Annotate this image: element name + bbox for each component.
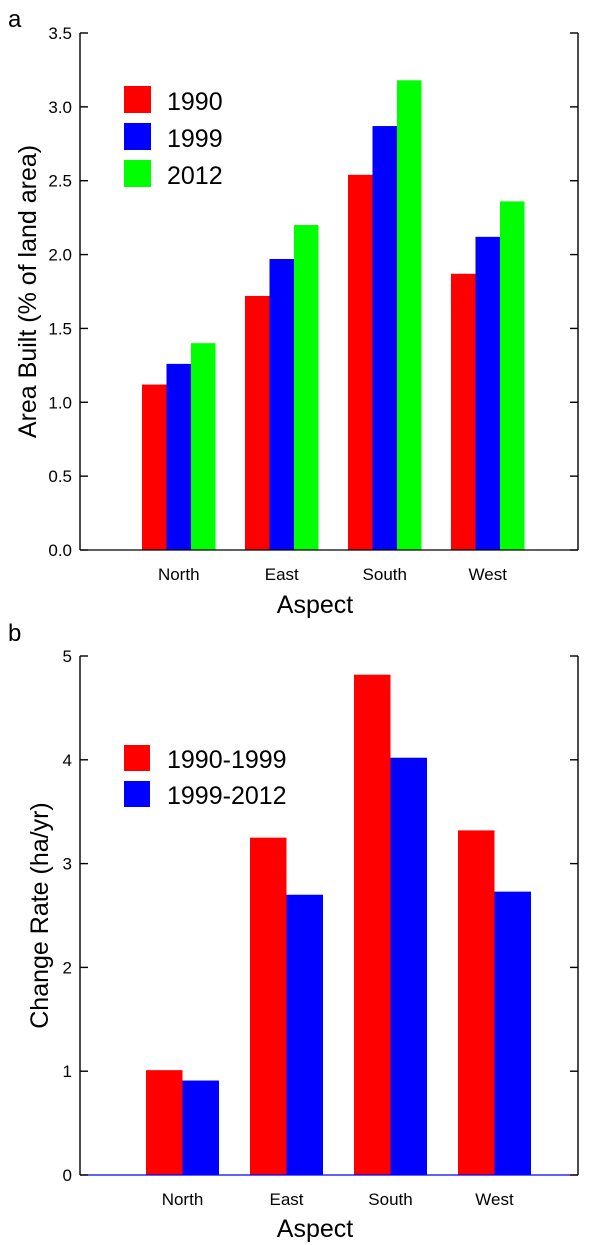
bar-east-2012 [294,225,319,550]
bar-west-1990-1999 [458,830,495,1175]
bar-west-1990 [451,273,476,550]
legend-swatch-1990 [124,86,151,113]
bar-south-1999 [372,126,397,550]
bar-south-1999-2012 [390,757,427,1175]
y-tick-label: 3 [63,855,72,874]
y-tick-label: 1 [63,1062,72,1081]
bar-east-1999-2012 [286,894,323,1175]
bar-east-1999 [269,259,294,550]
chart-panel-b: b 0 1 2 3 4 5 North East South West Aspect Change Ra… [8,620,579,1243]
legend-label-1990-1999: 1990-1999 [167,746,287,774]
bar-south-1990-1999 [354,674,391,1175]
y-axis-title: Change Rate (ha/yr) [26,802,54,1029]
legend-swatch-1990-1999 [124,745,150,771]
y-tick-label: 3.0 [48,98,72,117]
bar-west-2012 [500,201,525,550]
bar-south-1990 [348,174,373,550]
y-tick-label: 0.5 [48,467,72,486]
bar-south-2012 [397,80,422,551]
bar-north-2012 [191,343,216,550]
legend-label-2012: 2012 [167,162,223,190]
legend-label-1999: 1999 [167,125,223,153]
bar-north-1999-2012 [182,1080,219,1175]
y-tick-label: 3.5 [48,24,72,43]
panel-letter: a [8,6,22,33]
y-tick-label: 2.0 [48,246,72,265]
x-tick-label-west: West [475,1190,514,1209]
y-tick-label: 1.0 [48,393,72,412]
y-tick-label: 0 [63,1166,72,1185]
x-tick-label-east: East [265,565,299,584]
legend-swatch-1999 [124,123,151,150]
x-axis-title: Aspect [277,1215,353,1243]
y-axis-title: Area Built (% of land area) [14,145,42,438]
bar-east-1990 [245,295,270,550]
y-tick-label: 4 [63,751,72,770]
bar-north-1999 [166,363,191,550]
bar-west-1999 [475,236,500,551]
bar-north-1990-1999 [146,1070,183,1175]
x-tick-label-south: South [368,1190,412,1209]
chart-panel-a: a 0.0 0.5 1.0 1.5 2.0 2.5 3.0 3.5 North East South W… [8,6,579,619]
legend-label-1999-2012: 1999-2012 [167,782,287,810]
x-tick-label-north: North [162,1190,204,1209]
panel-letter: b [8,620,21,647]
bar-north-1990 [142,384,167,550]
y-tick-label: 0.0 [48,541,72,560]
legend-label-1990: 1990 [167,88,223,116]
legend-swatch-1999-2012 [124,781,150,807]
x-tick-label-west: West [469,565,508,584]
legend-swatch-2012 [124,160,151,187]
y-tick-label: 1.5 [48,319,72,338]
bar-east-1990-1999 [250,837,287,1175]
x-axis-title: Aspect [277,591,353,619]
bar-west-1999-2012 [494,891,531,1175]
y-tick-label: 2.5 [48,172,72,191]
x-tick-label-south: South [363,565,407,584]
y-tick-label: 5 [63,647,72,666]
x-tick-label-east: East [269,1190,303,1209]
y-tick-label: 2 [63,958,72,977]
x-tick-label-north: North [158,565,200,584]
